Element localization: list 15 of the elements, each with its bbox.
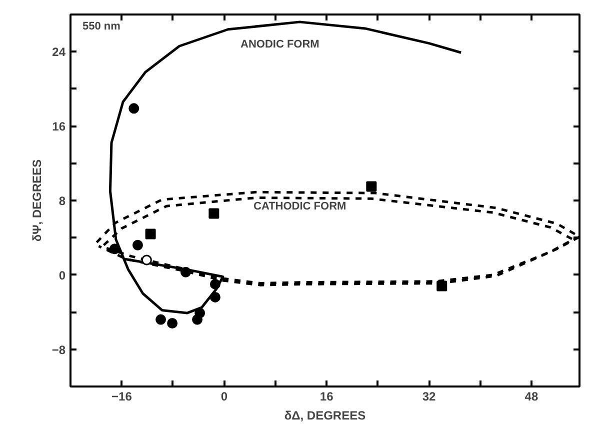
x-tick-label: 32 bbox=[422, 390, 436, 404]
y-tick-label: −8 bbox=[52, 342, 66, 357]
y-tick-label: 8 bbox=[58, 194, 66, 208]
x-axis-title: δΔ, DEGREES bbox=[284, 408, 366, 422]
y-axis-title: δΨ, DEGREES bbox=[30, 159, 44, 242]
annotation: ANODIC FORM bbox=[240, 38, 320, 50]
x-tick-label: 16 bbox=[320, 390, 334, 404]
y-tick-label: 16 bbox=[52, 120, 66, 134]
annotation: CATHODIC FORM bbox=[254, 200, 346, 212]
y-tick-label: 24 bbox=[52, 45, 66, 60]
x-tick-label: 48 bbox=[524, 390, 538, 404]
annotation: 550 nm bbox=[82, 20, 121, 32]
x-tick-label: −16 bbox=[112, 390, 132, 404]
x-tick-label: 0 bbox=[220, 390, 228, 404]
y-tick-label: 0 bbox=[58, 268, 66, 282]
